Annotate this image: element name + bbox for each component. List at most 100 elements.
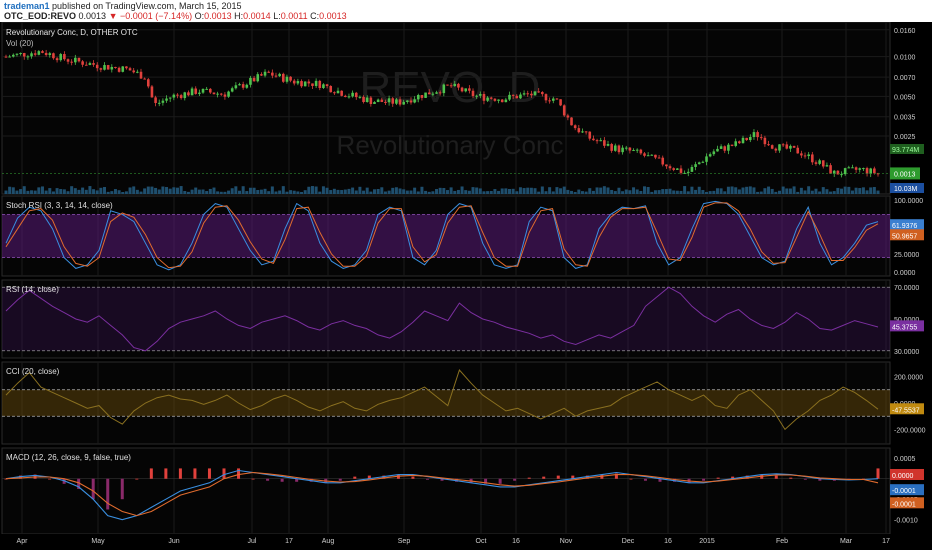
candle-body [52,53,55,59]
candle-body [665,164,668,167]
candle-body [792,145,796,148]
volume-bar [464,190,468,194]
volume-bar [734,187,738,194]
volume-bar [8,186,12,194]
stoch-d-line [5,202,879,269]
candle-body [416,95,420,100]
macd-histogram-bar [193,468,197,479]
candle-body [519,94,522,99]
candle-body [515,95,519,99]
volume-bar [730,186,734,194]
candle-body [464,88,468,92]
volume-bar [307,186,311,194]
candle-body [438,92,442,94]
candle-body [774,148,778,151]
volume-bar [143,188,147,194]
candle-body [74,57,77,63]
candle-body [139,71,143,79]
volume-bar [256,189,260,194]
candle-body [183,92,187,99]
candle-body [646,155,650,157]
candle-body [628,147,632,151]
candle-body [44,52,48,56]
macd-histogram-bar [513,478,517,481]
macd-histogram-bar [149,468,153,479]
macd-histogram-bar [876,468,880,479]
time-axis-tick: 16 [512,538,520,545]
volume-bar [325,187,329,194]
volume-bar [84,189,88,194]
candle-body [136,71,139,73]
candle-body [730,144,734,146]
volume-bar [146,186,150,194]
volume-bar [573,191,577,194]
chart-header: trademan1 published on TradingView.com, … [0,0,932,22]
time-axis-tick: May [91,538,105,545]
volume-bar [300,191,304,194]
macd-histogram-bar [106,478,110,510]
volume-bar [103,187,107,194]
macd-histogram-bar [222,468,226,479]
volume-bar [872,187,876,194]
volume-bar [785,188,789,194]
pane-2-band [2,287,890,351]
volume-bar [438,187,442,194]
volume-bar [248,187,252,194]
volume-bar [19,189,23,194]
volume-bar [208,188,212,194]
macd-histogram-bar [425,478,429,480]
chart-area[interactable]: REVO, D Revolutionary Conc 0.0160 0.0100 0.0… [0,22,932,550]
candle-body [836,170,840,175]
candle-body [756,132,759,138]
volume-bar [847,186,851,194]
volume-bar [814,188,818,194]
volume-bar [869,187,873,194]
candle-body [435,92,438,94]
candle-body [829,165,832,174]
macd-hist-last-tag: -0.0001 [892,501,916,508]
candle-body [362,96,365,103]
volume-bar [642,186,646,194]
volume-bar [321,186,325,194]
candle-body [468,88,471,91]
candle-body [150,86,154,98]
author-link[interactable]: trademan1 [4,1,50,11]
last-price-tag: 0.0013 [894,171,916,178]
pane-3-axis-tick: 200.0000 [894,375,923,382]
cci-last-tag: -47.5537 [892,407,920,414]
volume-bar [580,191,584,194]
candle-body [252,77,256,82]
candle-body [603,140,606,146]
volume-bar [617,187,621,194]
pane-2-axis-tick: 30.0000 [894,349,919,356]
time-axis-tick: Aug [322,538,335,545]
volume-bar [493,189,497,194]
macd-histogram-bar [643,478,647,481]
volume-bar [467,190,471,194]
candle-body [307,81,311,84]
candle-body [749,137,752,141]
volume-bar [788,188,792,194]
volume-bar [424,190,428,194]
watermark-symbol: REVO, D [360,63,541,112]
pane-3-frame [1,361,891,445]
candle-body [194,88,198,94]
volume-bar [165,187,169,194]
volume-bar [296,191,300,194]
time-axis-tick: Jul [248,538,257,545]
volume-bar [566,189,570,194]
candle-body [489,97,493,99]
volume-bar [763,188,767,194]
candle-body [212,92,216,95]
volume-bar [511,188,515,194]
volume-bar [606,187,610,194]
volume-bar [33,190,37,194]
macd-histogram-bar [629,478,633,480]
candle-body [154,97,157,104]
price-change: −0.0001 (−7.14%) [120,11,193,21]
candle-body [318,80,322,88]
candle-body [172,94,176,98]
time-axis-tick: 2015 [699,538,715,545]
volume-bar [48,188,52,194]
volume-bar [836,187,840,194]
